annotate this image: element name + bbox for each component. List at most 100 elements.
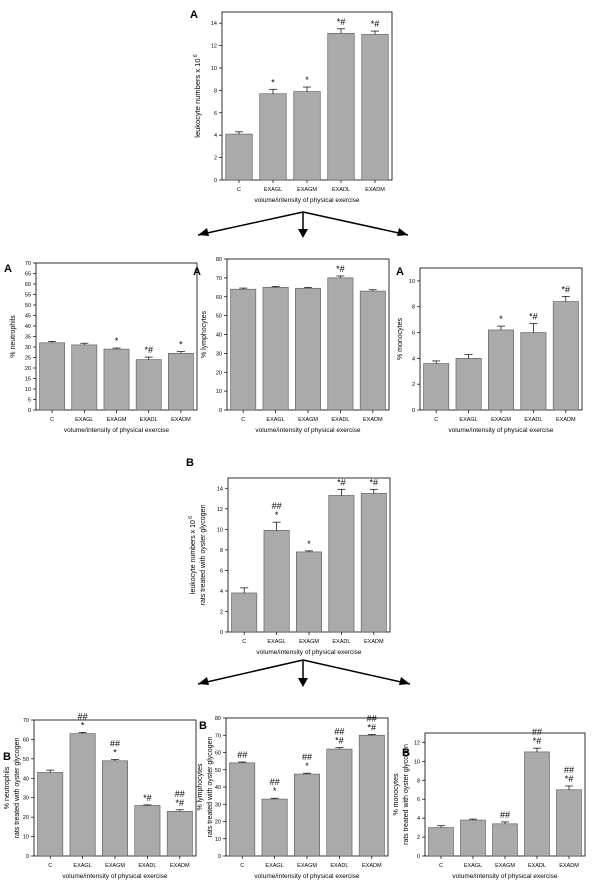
y-tick-label: 15 bbox=[25, 377, 31, 383]
y-axis-label: % neutrophils bbox=[10, 315, 17, 358]
bar bbox=[230, 288, 257, 411]
bar bbox=[552, 301, 579, 411]
y-tick-label: 65 bbox=[25, 272, 31, 278]
y-tick-label: 30 bbox=[25, 345, 31, 351]
significance-mark: *# bbox=[533, 736, 542, 746]
bar bbox=[166, 811, 193, 857]
x-axis-label: volume/intensity of physical exercise bbox=[64, 427, 170, 434]
bar bbox=[488, 329, 514, 411]
x-tick-label: EXADM bbox=[365, 187, 385, 193]
bar bbox=[229, 762, 256, 857]
y-tick-label: 12 bbox=[211, 44, 217, 50]
arrow-b-right bbox=[302, 659, 411, 685]
x-tick-label: EXAGM bbox=[299, 639, 319, 645]
bar bbox=[296, 551, 322, 633]
y-tick-label: 70 bbox=[215, 733, 221, 739]
y-tick-label: 10 bbox=[215, 837, 221, 843]
y-tick-label: 0 bbox=[218, 854, 221, 860]
y-tick-label: 60 bbox=[216, 295, 222, 301]
bar bbox=[69, 733, 96, 857]
bar bbox=[294, 773, 320, 857]
bar bbox=[225, 133, 253, 181]
y-tick-label: 0 bbox=[220, 630, 223, 636]
significance-mark: * bbox=[307, 539, 311, 549]
y-tick-label: 40 bbox=[23, 776, 29, 782]
significance-mark: * bbox=[179, 340, 183, 350]
x-tick-label: EXAGM bbox=[491, 417, 511, 423]
bar bbox=[520, 332, 547, 411]
significance-mark: ## bbox=[334, 727, 344, 737]
y-tick-label: 10 bbox=[414, 759, 420, 765]
arrow-a-right bbox=[302, 211, 409, 236]
significance-mark: *# bbox=[336, 264, 345, 274]
y-axis-label: % lymphocytes bbox=[197, 763, 204, 811]
y-axis-label-secondary: rats treated with oyster glycogen bbox=[14, 738, 21, 839]
bar bbox=[263, 530, 290, 633]
y-tick-label: 35 bbox=[25, 335, 31, 341]
y-tick-label: 45 bbox=[25, 314, 31, 320]
y-tick-label: 30 bbox=[215, 802, 221, 808]
y-axis-label: % neutrophils bbox=[4, 766, 11, 809]
y-tick-label: 10 bbox=[25, 387, 31, 393]
y-tick-label: 10 bbox=[23, 835, 29, 841]
arrowhead-a-right bbox=[397, 228, 408, 236]
y-tick-label: 6 bbox=[412, 331, 415, 337]
x-tick-label: EXAGM bbox=[297, 863, 317, 869]
x-tick-label: EXADL bbox=[524, 417, 542, 423]
x-tick-label: C bbox=[242, 639, 246, 645]
x-tick-label: EXAGL bbox=[73, 863, 91, 869]
y-tick-label: 50 bbox=[216, 314, 222, 320]
y-tick-label: 10 bbox=[211, 66, 217, 72]
y-tick-label: 4 bbox=[417, 816, 420, 822]
x-tick-label: EXAGL bbox=[75, 417, 93, 423]
bar bbox=[556, 789, 582, 857]
x-axis-label: volume/intensity of physical exercise bbox=[62, 873, 168, 880]
panel-label: B bbox=[199, 720, 207, 732]
significance-mark: * bbox=[273, 786, 277, 796]
bar bbox=[102, 760, 128, 857]
y-tick-label: 20 bbox=[215, 820, 221, 826]
significance-mark: *# bbox=[335, 736, 344, 746]
significance-mark: ## bbox=[500, 810, 510, 820]
y-axis-label-exponent: 6 bbox=[188, 516, 194, 520]
y-tick-label: 30 bbox=[216, 351, 222, 357]
bar bbox=[261, 798, 288, 857]
x-tick-label: EXADL bbox=[330, 863, 348, 869]
x-tick-label: EXADM bbox=[556, 417, 576, 423]
y-tick-label: 60 bbox=[215, 751, 221, 757]
x-tick-label: EXAGL bbox=[464, 863, 482, 869]
panel-label: B bbox=[186, 457, 194, 469]
significance-mark: *# bbox=[337, 477, 346, 487]
arrowhead-b-center bbox=[298, 678, 308, 687]
y-axis-label: % lymphocytes bbox=[201, 310, 208, 358]
y-tick-label: 0 bbox=[417, 854, 420, 860]
y-axis-label-secondary: rats treated with oyster glycogen bbox=[200, 505, 207, 606]
x-tick-label: C bbox=[48, 863, 52, 869]
x-tick-label: EXAGL bbox=[266, 417, 284, 423]
x-axis-label: volume/intensity of physical exercise bbox=[254, 873, 360, 880]
chart-1: A 0 5 10 15 20 25 30 35 40 45 50 55 60 65 70 C EXAGL * EXAG… bbox=[4, 261, 198, 434]
y-tick-label: 14 bbox=[211, 21, 217, 27]
significance-mark: *# bbox=[143, 793, 152, 803]
x-tick-label: EXADL bbox=[332, 187, 350, 193]
x-axis-label: volume/intensity of physical exercise bbox=[255, 427, 361, 434]
chart-0: A 0 2 4 6 8 10 12 14 C * EXAGL * EXAGM *# EXADL *# EXADM v… bbox=[190, 9, 393, 204]
panel-label: B bbox=[402, 747, 410, 759]
bar bbox=[358, 734, 385, 857]
y-tick-label: 8 bbox=[412, 305, 415, 311]
significance-mark: ## bbox=[270, 777, 280, 787]
y-tick-label: 8 bbox=[417, 778, 420, 784]
significance-mark: *# bbox=[565, 774, 574, 784]
y-axis-label: leukocyte numbers x 10 6 bbox=[193, 54, 202, 138]
significance-mark: * bbox=[305, 761, 309, 771]
y-tick-label: 40 bbox=[215, 785, 221, 791]
y-tick-label: 14 bbox=[217, 486, 223, 492]
significance-mark: * bbox=[305, 75, 309, 85]
x-tick-label: EXAGL bbox=[265, 863, 283, 869]
x-tick-label: EXAGM bbox=[105, 863, 125, 869]
significance-mark: ## bbox=[175, 789, 185, 799]
arrowhead-a-left bbox=[198, 228, 209, 236]
y-tick-label: 6 bbox=[220, 568, 223, 574]
significance-mark: ## bbox=[564, 765, 574, 775]
